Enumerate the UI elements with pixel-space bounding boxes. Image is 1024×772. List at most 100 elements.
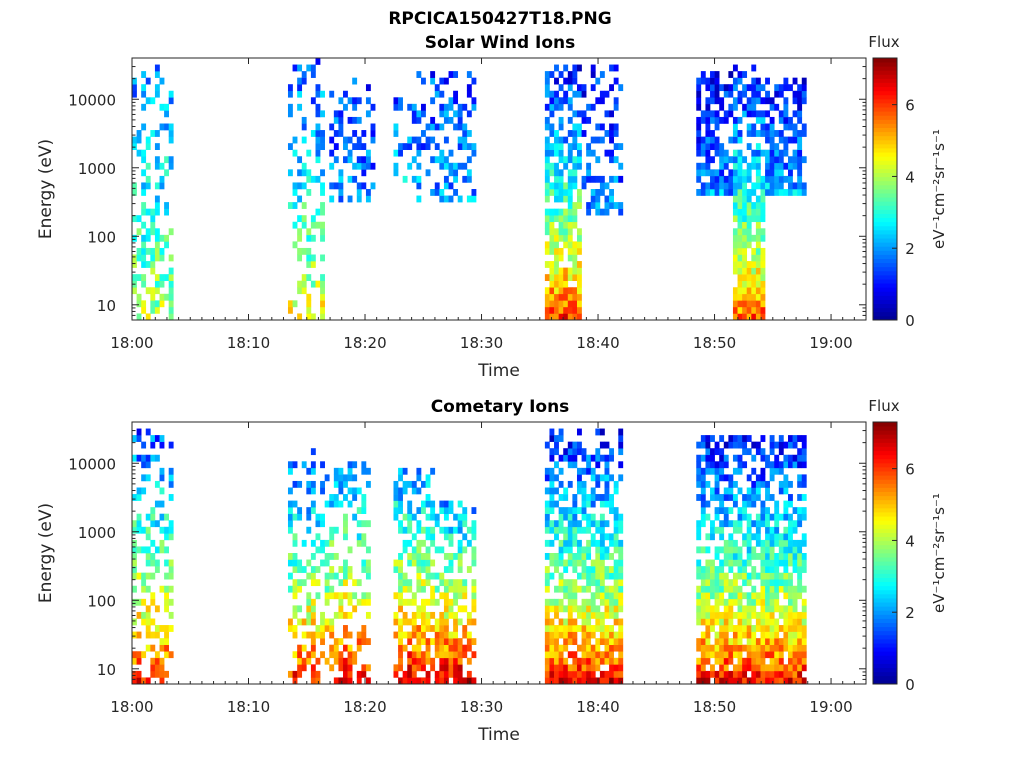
spectrogram-cell (788, 559, 793, 567)
spectrogram-cell (549, 234, 555, 242)
spectrogram-cell (751, 130, 757, 137)
colorbar-swatch (873, 561, 897, 566)
spectrogram-cell (755, 306, 761, 314)
spectrogram-cell (154, 71, 160, 78)
spectrogram-cell (792, 136, 798, 144)
spectrogram-cell (746, 293, 752, 301)
spectrogram-cell (356, 644, 362, 652)
spectrogram-cell (457, 162, 463, 170)
spectrogram-cell (416, 566, 422, 573)
spectrogram-cell (301, 71, 307, 78)
spectrogram-cell (154, 156, 160, 164)
spectrogram-cell (797, 494, 803, 501)
spectrogram-cell (453, 123, 459, 131)
spectrogram-cell (778, 162, 784, 170)
spectrogram-cell (613, 175, 619, 183)
spectrogram-cell (141, 306, 147, 314)
spectrogram-cell (613, 579, 619, 587)
colorbar-swatch (873, 131, 897, 137)
spectrogram-cell (544, 467, 550, 475)
spectrogram-cell (132, 657, 137, 665)
spectrogram-cell (788, 553, 793, 560)
spectrogram-cell (549, 657, 555, 665)
spectrogram-cell (141, 103, 147, 111)
spectrogram-cell (411, 631, 417, 639)
spectrogram-cell (576, 657, 582, 665)
spectrogram-cell (769, 474, 775, 482)
spectrogram-cell (737, 585, 743, 593)
spectrogram-cell (457, 110, 463, 118)
colorbar-swatch (873, 86, 897, 92)
spectrogram-cell (544, 208, 550, 216)
spectrogram-cell (760, 572, 766, 580)
spectrogram-cell (778, 435, 784, 442)
spectrogram-cell (609, 657, 614, 665)
spectrogram-cell (728, 441, 734, 449)
spectrogram-cell (292, 651, 298, 659)
spectrogram-cell (457, 585, 463, 593)
spectrogram-cell (788, 539, 793, 547)
spectrogram-cell (719, 559, 725, 567)
spectrogram-cell (760, 618, 766, 626)
spectrogram-cell (797, 592, 803, 600)
spectrogram-cell (132, 454, 137, 462)
spectrogram-cell (801, 539, 807, 547)
spectrogram-cell (150, 221, 156, 229)
spectrogram-cell (714, 441, 720, 449)
spectrogram-cell (301, 461, 307, 469)
spectrogram-cell (755, 287, 761, 295)
spectrogram-cell (714, 572, 720, 580)
spectrogram-cell (746, 605, 752, 613)
spectrogram-cell (801, 90, 807, 98)
spectrogram-cell (604, 546, 610, 554)
spectrogram-cell (618, 664, 624, 672)
spectrogram-cell (572, 182, 578, 190)
spectrogram-cell (567, 670, 573, 678)
spectrogram-cell (769, 116, 775, 124)
spectrogram-cell (751, 267, 757, 275)
spectrogram-cell (613, 103, 619, 111)
spectrogram-cell (742, 566, 748, 573)
spectrogram-cell (361, 130, 367, 137)
spectrogram-cell (710, 136, 715, 144)
spectrogram-cell (737, 280, 743, 288)
spectrogram-cell (462, 513, 468, 521)
spectrogram-cell (136, 435, 142, 442)
colorbar-swatch (873, 193, 897, 198)
spectrogram-cell (544, 520, 550, 528)
spectrogram-cell (439, 156, 445, 164)
spectrogram-cell (732, 526, 738, 534)
solar-wind-y-label: Energy (eV) (36, 139, 56, 239)
spectrogram-cell (425, 526, 431, 534)
spectrogram-cell (154, 605, 160, 613)
spectrogram-cell (746, 169, 752, 177)
spectrogram-cell (576, 585, 582, 593)
spectrogram-cell (168, 533, 174, 541)
spectrogram-cell (599, 598, 605, 606)
spectrogram-cell (581, 110, 587, 118)
spectrogram-cell (416, 467, 422, 475)
spectrogram-cell (590, 539, 596, 547)
spectrogram-cell (407, 507, 413, 514)
spectrogram-cell (705, 500, 711, 508)
colorbar-swatch (873, 78, 897, 83)
spectrogram-cell (150, 592, 156, 600)
spectrogram-cell (338, 677, 344, 685)
spectrogram-cell (723, 579, 729, 587)
spectrogram-cell (329, 651, 335, 659)
spectrogram-cell (365, 97, 371, 105)
spectrogram-cell (714, 644, 720, 652)
colorbar-swatch (873, 225, 897, 231)
spectrogram-cell (136, 487, 142, 495)
spectrogram-cell (696, 169, 702, 177)
spectrogram-cell (618, 559, 624, 567)
spectrogram-cell (159, 670, 165, 678)
spectrogram-cell (439, 546, 445, 554)
spectrogram-cell (590, 84, 596, 92)
spectrogram-cell (572, 90, 578, 98)
spectrogram-cell (549, 494, 555, 501)
spectrogram-cell (297, 90, 303, 98)
spectrogram-cell (453, 631, 459, 639)
spectrogram-cell (737, 526, 743, 534)
spectrogram-cell (416, 572, 422, 580)
